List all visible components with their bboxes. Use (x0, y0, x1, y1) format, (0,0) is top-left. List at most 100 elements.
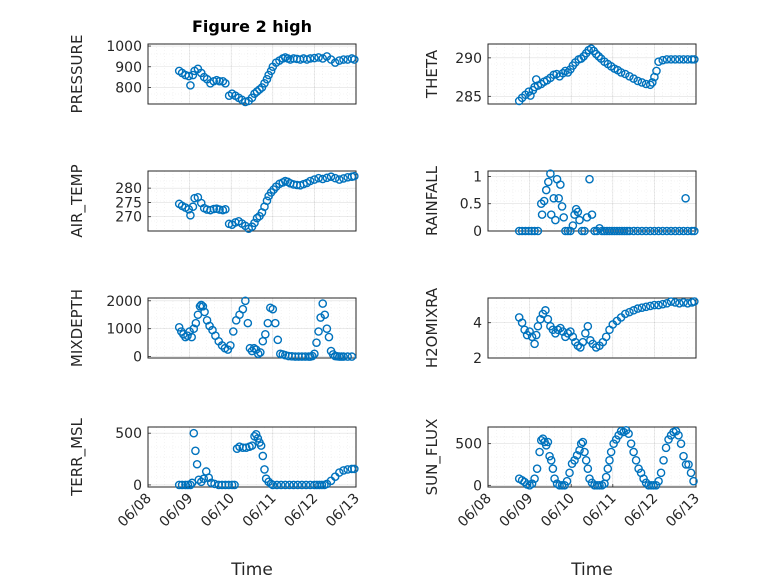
data-point (654, 300, 663, 310)
y-tick-label: 290 (455, 51, 482, 67)
data-point (305, 176, 315, 186)
data-point (520, 325, 529, 335)
data-point (194, 475, 204, 485)
data-point (594, 52, 603, 61)
data-point (658, 299, 668, 309)
data-point (651, 481, 661, 490)
data-point (689, 476, 698, 486)
data-point (187, 332, 196, 342)
data-point (530, 226, 539, 236)
y-axis-label: SUN_FLUX (423, 419, 442, 496)
data-point (690, 55, 699, 64)
y-tick-label: 0 (133, 350, 142, 366)
data-point (255, 85, 264, 94)
data-point (293, 480, 303, 490)
data-point (204, 473, 214, 482)
data-point (620, 69, 630, 79)
data-point (625, 307, 634, 317)
data-point (320, 310, 330, 320)
data-point (637, 78, 647, 87)
data-point (606, 447, 616, 457)
data-point (631, 456, 641, 465)
data-point (537, 210, 547, 219)
plot-area (147, 426, 357, 488)
data-point (656, 468, 666, 478)
data-point (252, 87, 262, 96)
data-point (629, 74, 638, 83)
data-point (525, 327, 534, 336)
y-tick-label: 1000 (106, 39, 142, 55)
data-point (250, 89, 259, 98)
data-point (256, 441, 266, 450)
data-point (641, 478, 651, 488)
data-point (646, 481, 656, 490)
data-point (633, 304, 643, 313)
data-point (314, 327, 323, 336)
data-point (611, 435, 621, 444)
data-point (546, 210, 556, 219)
data-point (262, 196, 272, 206)
data-point (645, 301, 655, 311)
data-point (544, 177, 553, 187)
data-point (268, 480, 278, 490)
data-point (276, 480, 286, 490)
data-point (658, 55, 668, 65)
data-point (555, 481, 564, 490)
data-point (177, 480, 187, 490)
data-point (533, 226, 543, 236)
data-point (624, 429, 633, 438)
data-point (191, 318, 201, 328)
data-point (174, 323, 184, 332)
data-point (200, 307, 209, 317)
data-point (339, 55, 348, 64)
data-point (654, 57, 663, 66)
x-tick-label: 06/10 (538, 491, 578, 531)
y-tick-label: 285 (455, 89, 482, 105)
data-point (256, 348, 265, 357)
data-point (189, 428, 199, 438)
data-point (221, 204, 230, 214)
data-point (681, 460, 691, 469)
data-point (679, 55, 688, 64)
data-point (350, 464, 359, 474)
data-point (639, 474, 648, 483)
data-point (335, 56, 344, 65)
x-tick-label: 06/08 (115, 491, 155, 531)
data-point (585, 474, 594, 483)
data-point (560, 481, 569, 490)
data-point (580, 447, 589, 457)
y-axis-label: THETA (423, 49, 441, 99)
data-point (186, 210, 195, 220)
data-point (572, 451, 582, 460)
data-point (530, 474, 539, 483)
data-point (551, 215, 560, 225)
data-point (586, 44, 596, 53)
y-tick-label: 280 (115, 181, 142, 197)
data-point (521, 226, 530, 236)
data-point (241, 296, 250, 306)
data-point (649, 481, 658, 490)
data-point (261, 329, 270, 339)
data-point (343, 352, 352, 361)
data-point (532, 464, 542, 473)
data-point (268, 304, 278, 314)
x-tick-label: 06/10 (198, 491, 238, 531)
data-point (228, 327, 238, 336)
data-point (546, 456, 556, 465)
data-point (650, 300, 659, 310)
y-axis-label: TERR_MSL (68, 417, 87, 496)
data-point (686, 468, 696, 478)
data-point (305, 54, 315, 63)
data-point (251, 429, 261, 439)
data-point (527, 479, 537, 488)
data-point (679, 451, 688, 461)
data-point (310, 349, 319, 359)
data-point (258, 451, 268, 461)
data-point (195, 302, 205, 311)
data-point (578, 437, 588, 447)
data-point (662, 55, 672, 64)
data-point (676, 439, 686, 448)
data-point (317, 480, 327, 490)
data-point (645, 226, 655, 236)
